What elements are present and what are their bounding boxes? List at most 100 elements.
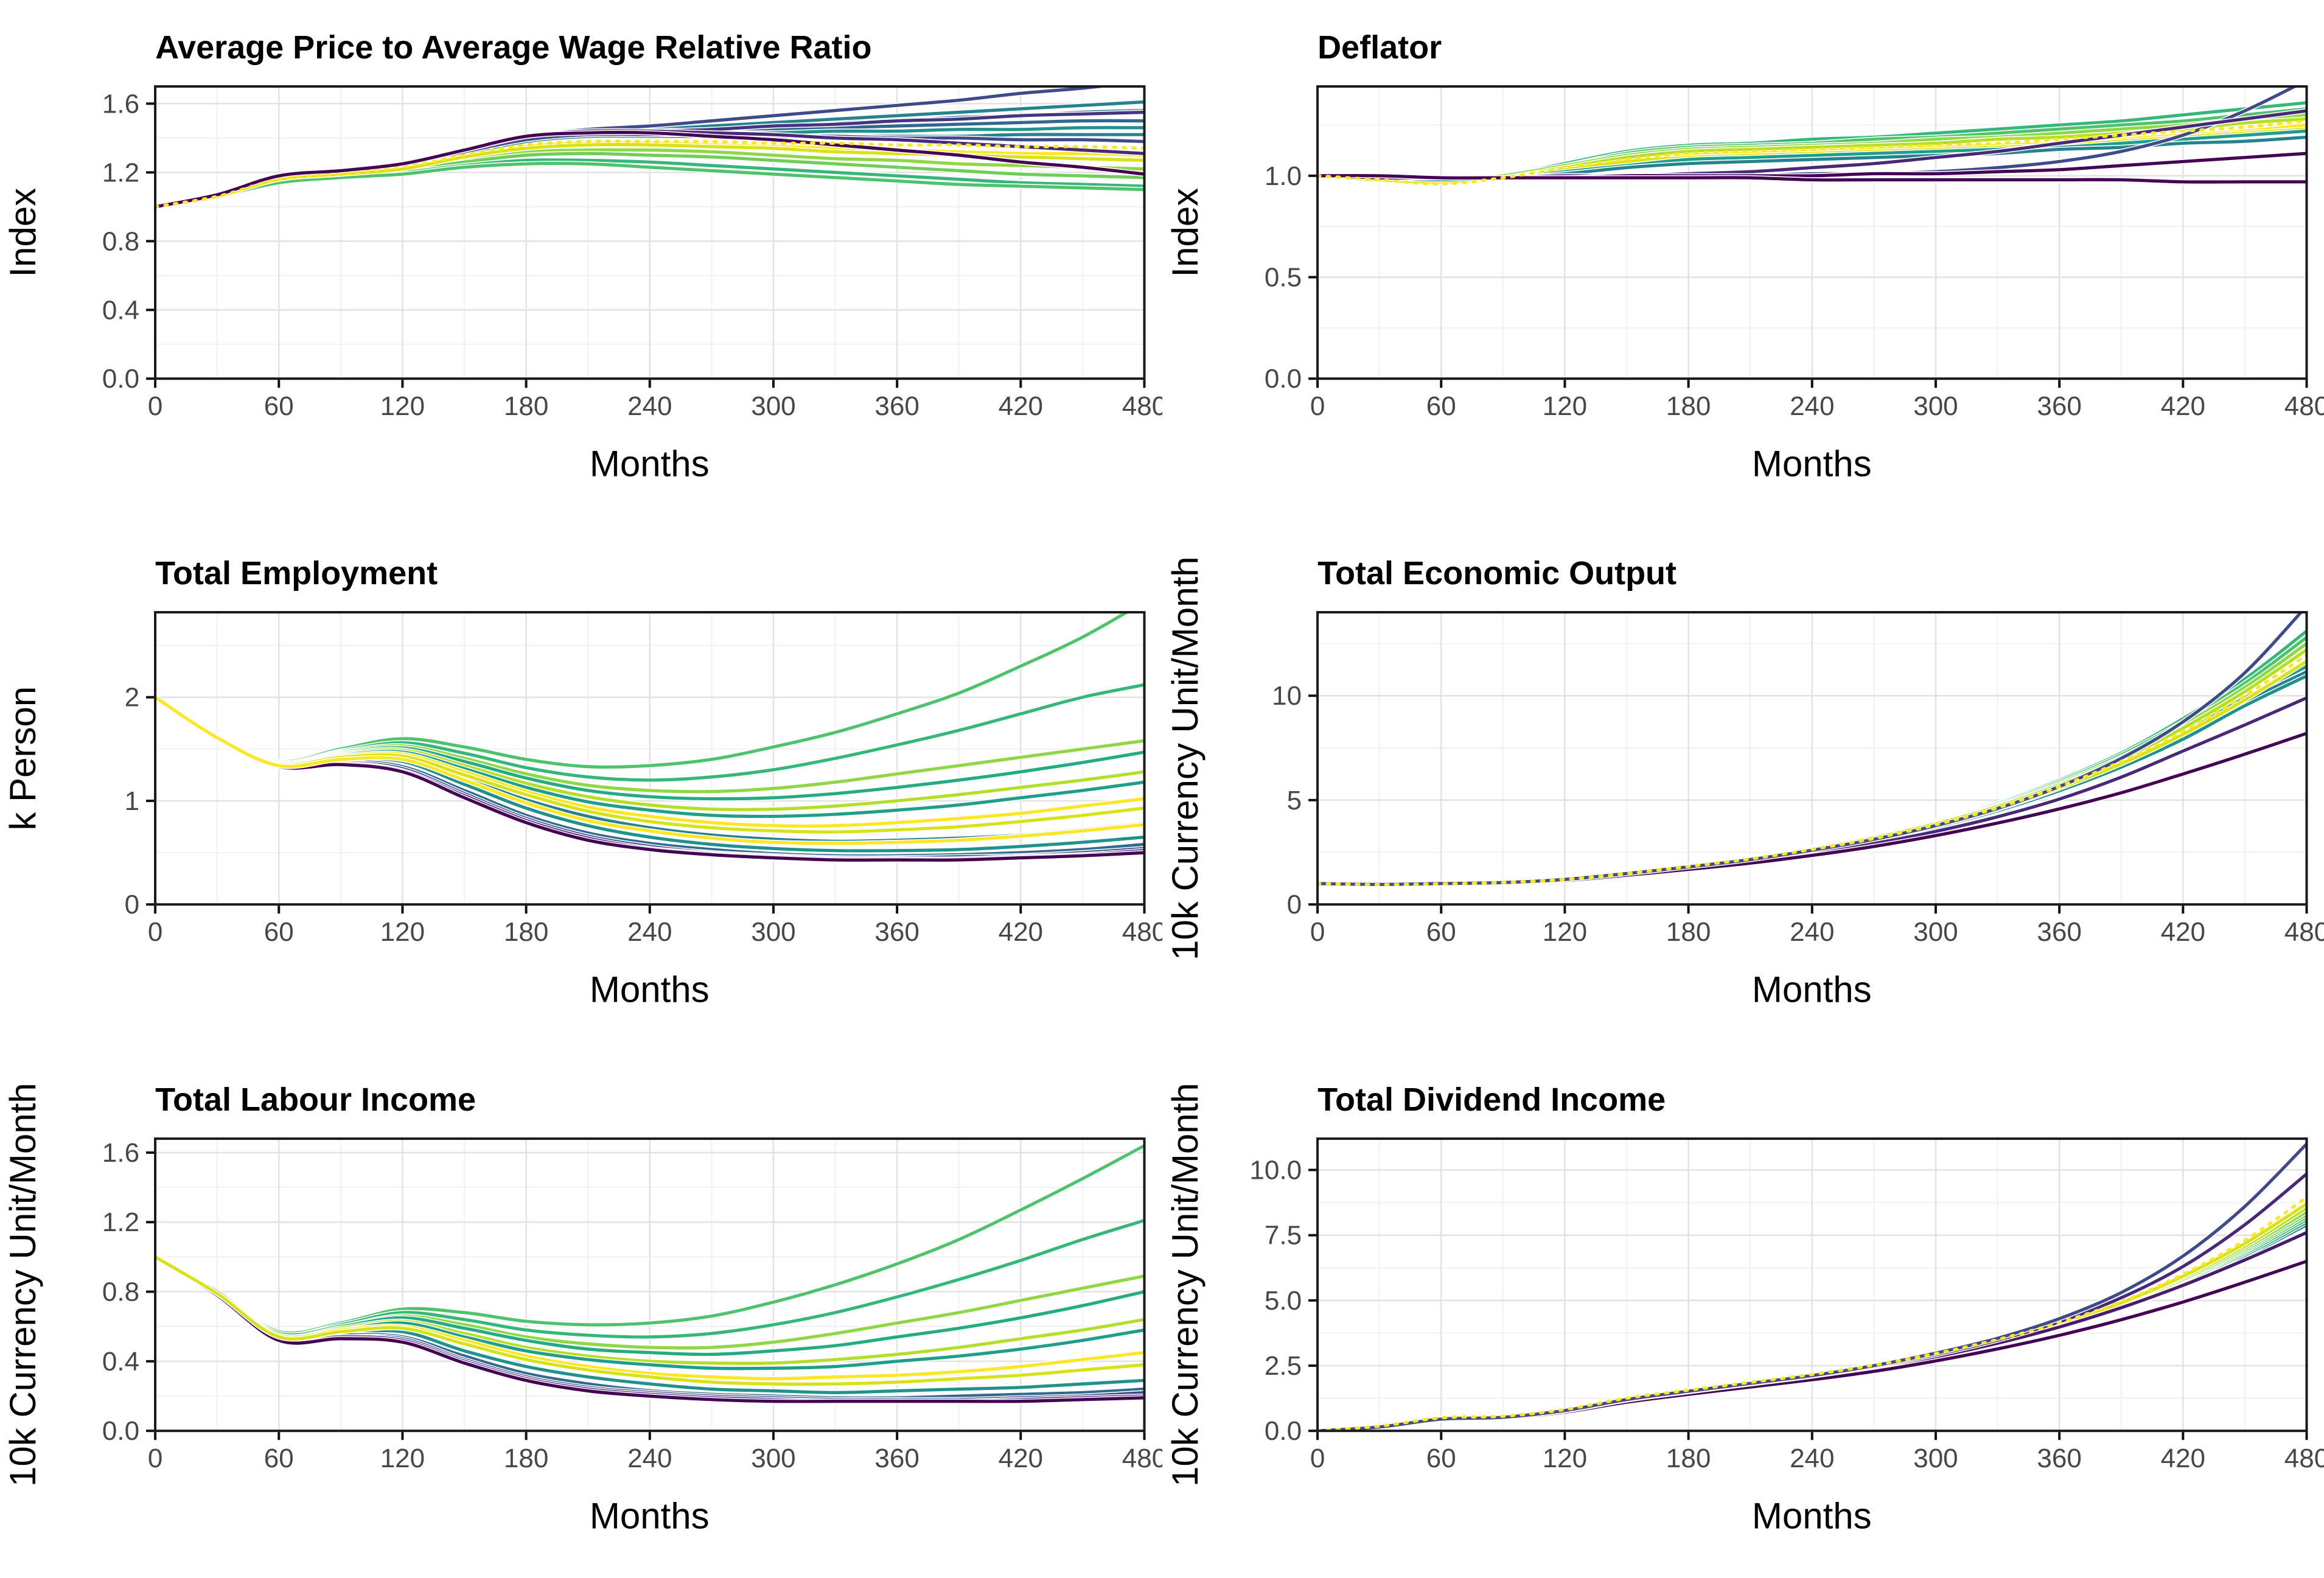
svg-text:60: 60 [1426,918,1456,948]
svg-text:240: 240 [627,918,672,948]
chart-figure-total-employment: 0 60 120 180 240 300 360 420 480 0 1 2 Total Employ… [0,526,1162,1052]
svg-text:1.6: 1.6 [102,89,139,119]
svg-text:480: 480 [1122,918,1162,948]
svg-text:360: 360 [874,1444,919,1473]
svg-text:0.4: 0.4 [102,295,139,325]
y-axis-title: 10k Currency Unit/Month [2,1083,43,1487]
svg-text:360: 360 [874,391,919,421]
plot-area-4: 0 60 120 180 240 300 360 420 480 0.0 0.4 0.8 1.2 1.6 [102,1137,1162,1473]
svg-text:180: 180 [1666,1444,1710,1473]
svg-text:480: 480 [2284,1444,2324,1473]
svg-text:120: 120 [380,1444,425,1473]
x-axis-title: Months [1751,443,1871,484]
chart-figure-deflator: 0 60 120 180 240 300 360 420 480 0.0 0.5 1.0 Deflat… [1162,0,2324,526]
x-axis-title: Months [590,1495,710,1536]
svg-text:0.0: 0.0 [102,1416,139,1446]
svg-text:0.8: 0.8 [102,226,139,256]
svg-text:420: 420 [2160,918,2205,948]
svg-text:480: 480 [1122,391,1162,421]
svg-text:0: 0 [1310,1444,1324,1473]
svg-text:120: 120 [380,391,425,421]
chart-title: Total Employment [155,555,438,592]
svg-text:10: 10 [1272,682,1302,711]
svg-text:300: 300 [751,1444,795,1473]
chart-title: Deflator [1317,29,1442,66]
svg-text:360: 360 [2037,1444,2081,1473]
svg-text:0: 0 [1286,890,1301,920]
x-axis-title: Months [590,443,710,484]
svg-text:240: 240 [627,1444,672,1473]
chart-svg-deflator: 0 60 120 180 240 300 360 420 480 0.0 0.5 1.0 Deflat… [1165,29,2324,484]
svg-text:1.2: 1.2 [102,1207,139,1237]
svg-text:2.5: 2.5 [1264,1351,1301,1381]
svg-text:0.0: 0.0 [102,364,139,394]
plot-area-1: 0 60 120 180 240 300 360 420 480 0.0 0.5 1.0 [1264,85,2324,421]
svg-text:60: 60 [264,391,294,421]
x-axis-title: Months [590,969,710,1010]
svg-text:180: 180 [504,918,548,948]
svg-text:0: 0 [148,391,162,421]
y-axis-title: 10k Currency Unit/Month [1165,557,1206,961]
chart-title: Total Dividend Income [1317,1081,1666,1118]
svg-text:480: 480 [2284,918,2324,948]
svg-text:7.5: 7.5 [1264,1220,1301,1250]
svg-text:420: 420 [999,1444,1043,1473]
chart-figure-total-economic-output: 0 60 120 180 240 300 360 420 480 0 5 10 Total Econo… [1162,526,2324,1052]
chart-figure-price-wage-ratio: 0 60 120 180 240 300 360 420 480 0.0 0.4 0.8 1.2 1.6 … [0,0,1162,526]
svg-text:360: 360 [874,918,919,948]
svg-text:0.0: 0.0 [1264,1416,1301,1446]
svg-text:360: 360 [2037,918,2081,948]
svg-text:1.2: 1.2 [102,158,139,187]
y-axis-title: 10k Currency Unit/Month [1165,1083,1206,1487]
chart-svg-price-wage-ratio: 0 60 120 180 240 300 360 420 4800.00.40.81.21.6 … [2,29,1162,484]
svg-text:1.6: 1.6 [102,1138,139,1168]
svg-text:0: 0 [148,918,162,948]
svg-text:420: 420 [999,918,1043,948]
svg-text:480: 480 [1122,1444,1162,1473]
chart-svg-total-dividend-income: 0 60 120 180 240 300 360 420 480 0.0 2.5 5.0 7.5 10.0… [1165,1081,2324,1536]
svg-text:0: 0 [148,1444,162,1473]
svg-text:60: 60 [264,1444,294,1473]
svg-text:300: 300 [1913,391,1958,421]
svg-text:0.0: 0.0 [1264,364,1301,394]
svg-text:60: 60 [264,918,294,948]
chart-title: Average Price to Average Wage Relative R… [155,29,871,66]
svg-text:0: 0 [125,890,139,920]
chart-title: Total Economic Output [1317,555,1677,592]
svg-text:0.4: 0.4 [102,1347,139,1377]
plot-area-3: 0 60 120 180 240 300 360 420 480 0 5 10 [1272,611,2324,948]
svg-text:0.8: 0.8 [102,1277,139,1307]
svg-text:5: 5 [1286,786,1301,815]
y-axis-title: Index [2,188,43,278]
svg-text:360: 360 [2037,391,2081,421]
svg-text:300: 300 [1913,1444,1958,1473]
svg-text:420: 420 [2160,1444,2205,1473]
chart-figure-total-labour-income: 0 60 120 180 240 300 360 420 480 0.0 0.4 0.8 1.2 1.6 … [0,1052,1162,1578]
svg-text:60: 60 [1426,391,1456,421]
chart-svg-total-employment: 0 60 120 180 240 300 360 420 480 0 1 2 Total Employ… [2,555,1162,1010]
svg-text:120: 120 [1542,918,1586,948]
svg-text:420: 420 [999,391,1043,421]
svg-text:0.5: 0.5 [1264,262,1301,292]
svg-text:300: 300 [751,391,795,421]
svg-text:240: 240 [1790,918,1834,948]
chart-title: Total Labour Income [155,1081,476,1118]
svg-text:180: 180 [504,1444,548,1473]
plot-area-0: 0 60 120 180 240 300 360 420 480 0.0 0.4 0.8 1.2 1.6 [102,85,1162,421]
chart-svg-total-economic-output: 0 60 120 180 240 300 360 420 480 0 5 10 Total Econo… [1165,555,2324,1010]
svg-text:480: 480 [2284,391,2324,421]
chart-svg-total-labour-income: 0 60 120 180 240 300 360 420 4800.00.40.81.21.6 … [2,1081,1162,1536]
plot-area-5: 0 60 120 180 240 300 360 420 480 0.0 2.5 5.0 7.5 10.0 [1249,1137,2324,1473]
svg-text:2: 2 [125,683,139,713]
x-axis-title: Months [1751,1495,1871,1536]
svg-text:300: 300 [751,918,795,948]
svg-text:180: 180 [1666,918,1710,948]
svg-text:10.0: 10.0 [1249,1155,1302,1185]
svg-text:1.0: 1.0 [1264,161,1301,191]
svg-text:1: 1 [125,786,139,816]
svg-text:120: 120 [1542,1444,1586,1473]
plot-area-2: 0 60 120 180 240 300 360 420 480 0 1 2 [125,611,1162,948]
svg-text:240: 240 [1790,391,1834,421]
